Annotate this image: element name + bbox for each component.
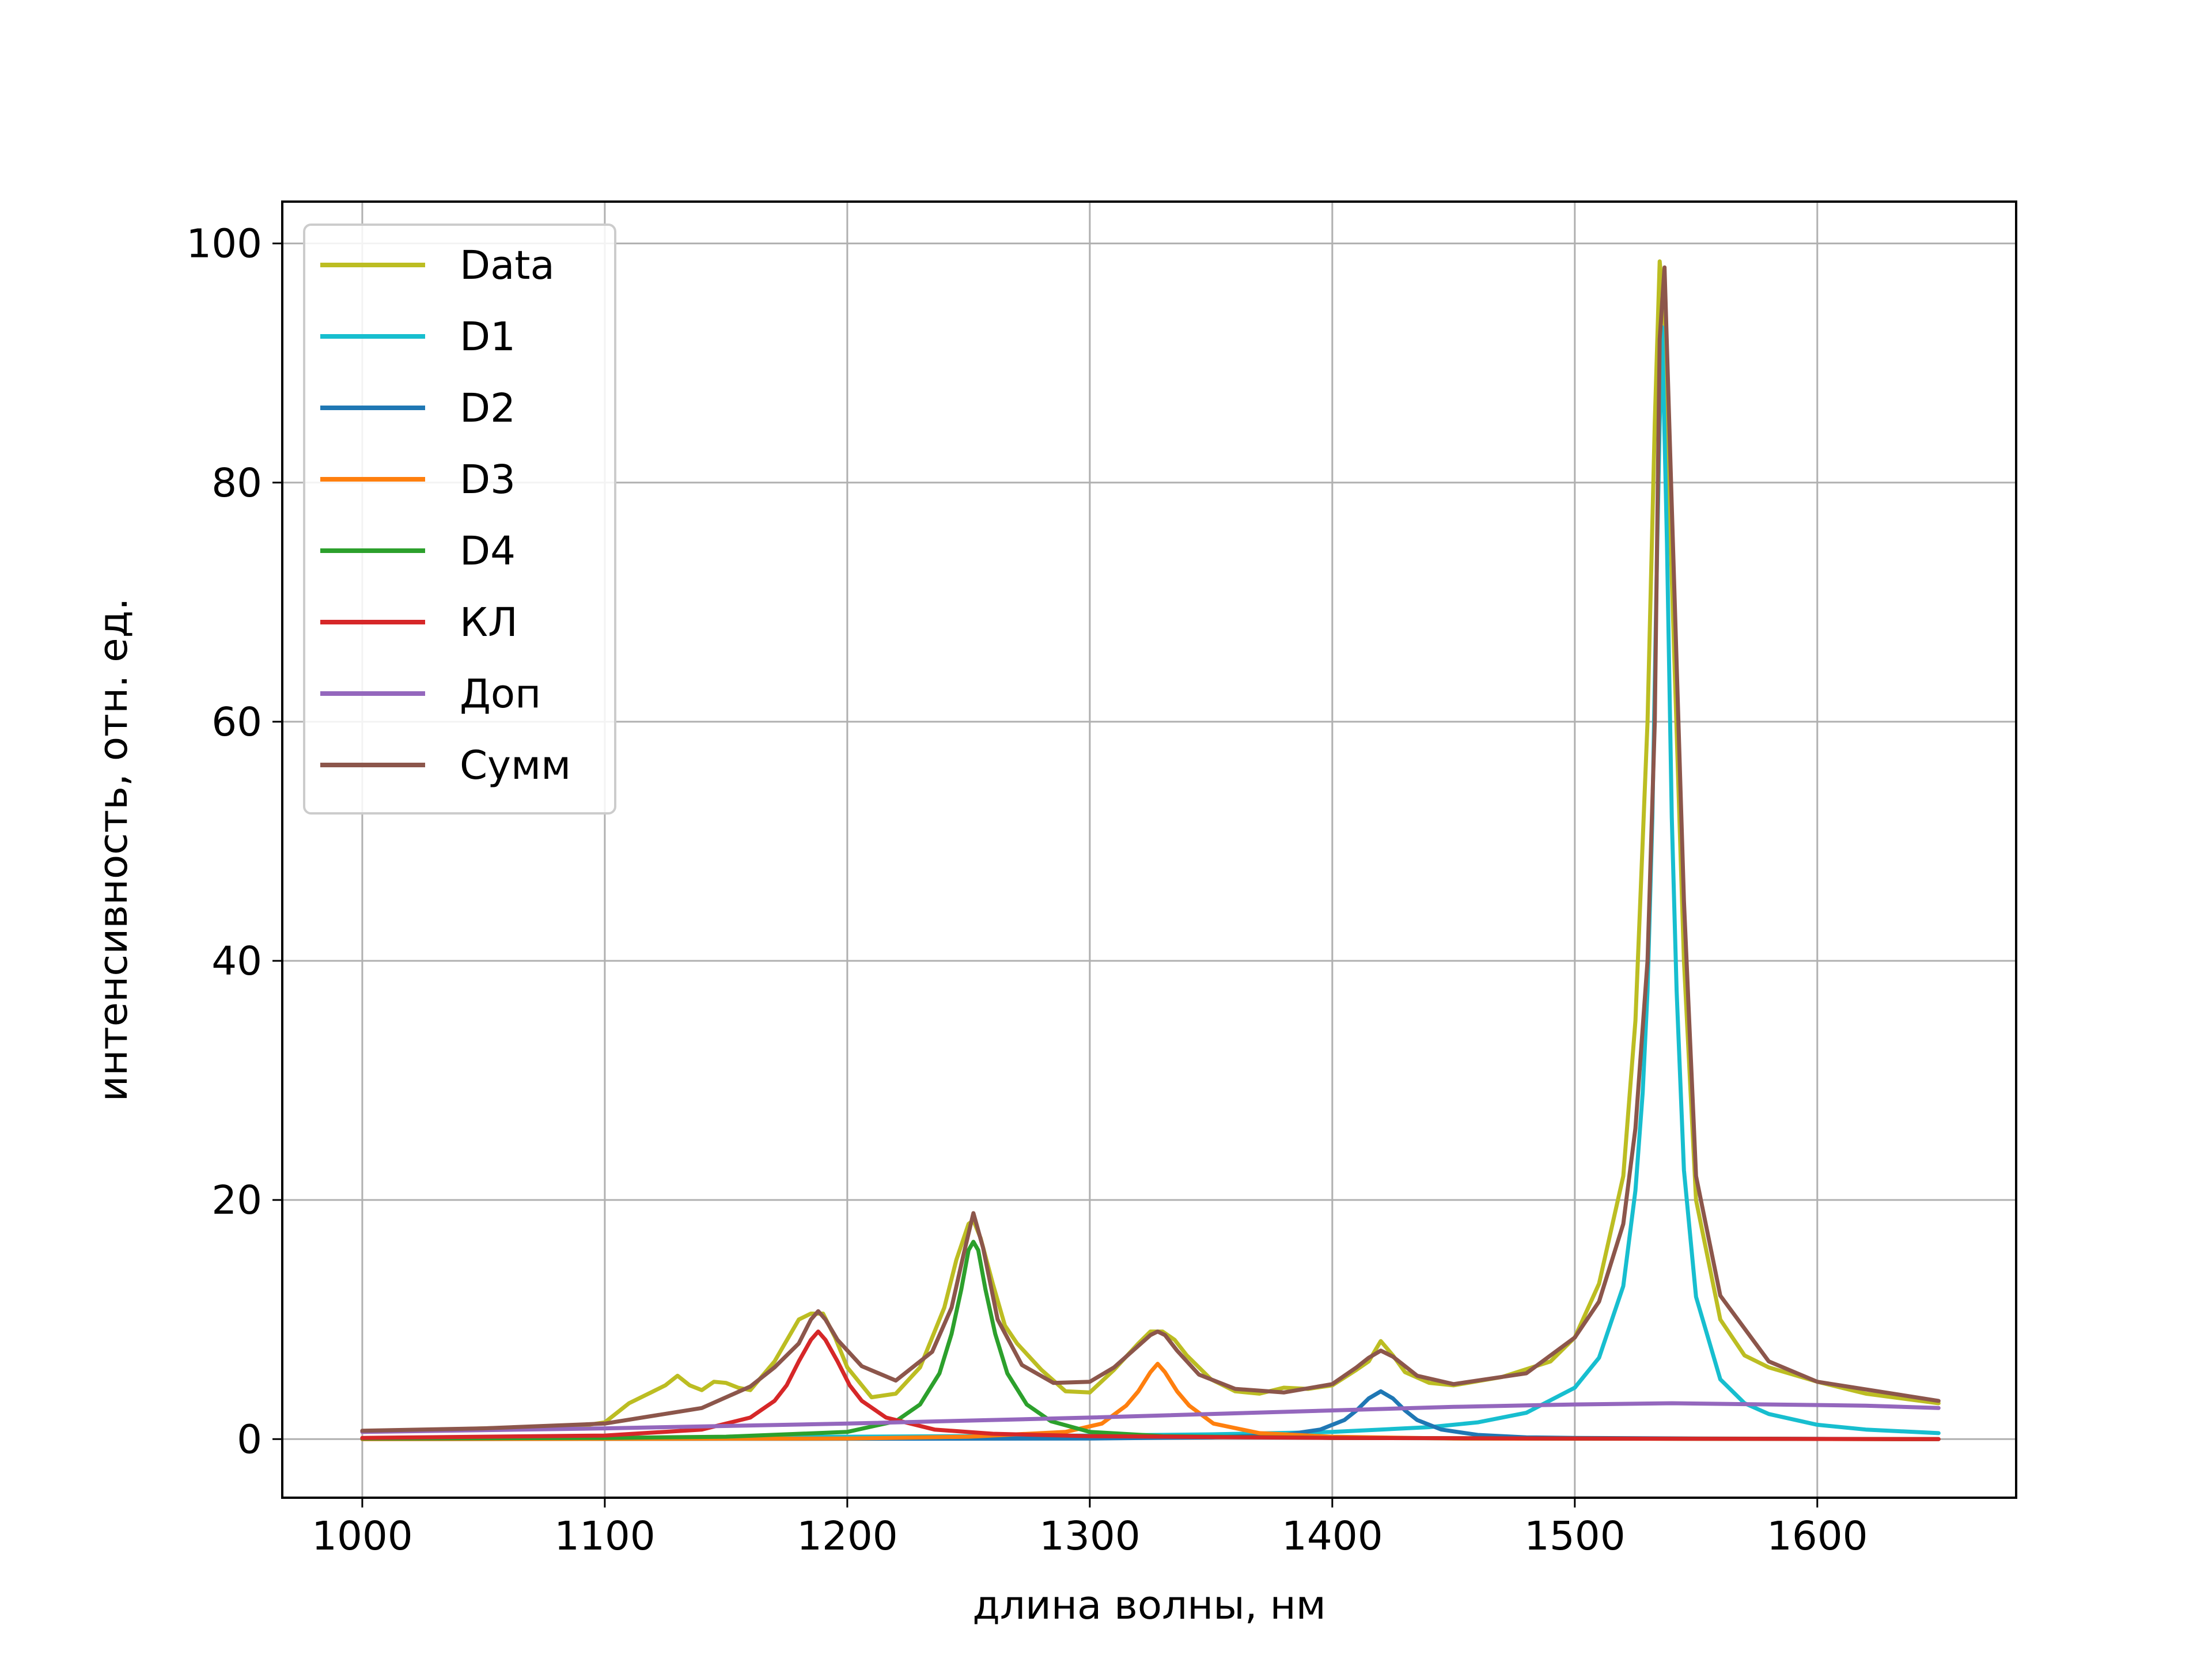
plot-series [360, 259, 1941, 1441]
legend-label: Доп [460, 671, 541, 717]
y-tick-label: 20 [211, 1177, 262, 1224]
series-line-Сумм [360, 265, 1941, 1433]
y-axis-label: интенсивность, отн. ед. [90, 598, 137, 1102]
x-tick-label: 1300 [1039, 1513, 1141, 1559]
legend-label: Сумм [460, 743, 571, 789]
y-tick-label: 100 [186, 221, 262, 267]
series-line-D4 [360, 1240, 1941, 1441]
ticks: 1000 1100 1200 1300 1400 1500 1600 0 20 40 60 80 100 [186, 221, 1868, 1559]
series-line-КЛ [360, 1330, 1941, 1441]
x-tick-label: 1100 [554, 1513, 656, 1559]
series-line-D1 [360, 325, 1941, 1441]
x-tick-label: 1600 [1767, 1513, 1868, 1559]
legend-label: D1 [460, 314, 516, 360]
legend-label: Data [460, 243, 555, 289]
y-tick-label: 80 [211, 460, 262, 506]
axes-frame [281, 200, 2017, 1499]
x-tick-label: 1000 [312, 1513, 413, 1559]
y-tick-label: 40 [211, 938, 262, 984]
legend-label: D4 [460, 528, 516, 574]
x-tick-label: 1500 [1524, 1513, 1626, 1559]
x-axis-label: длина волны, нм [972, 1582, 1326, 1628]
legend-label: D2 [460, 385, 516, 431]
legend: Data D1 D2 D3 D4 КЛ Доп Сумм [303, 224, 616, 815]
legend-label: D3 [460, 457, 516, 503]
series-line-Доп [360, 1401, 1941, 1434]
x-tick-label: 1200 [797, 1513, 898, 1559]
y-tick-label: 60 [211, 699, 262, 745]
legend-box [303, 224, 616, 815]
legend-label: КЛ [460, 600, 518, 646]
x-tick-label: 1400 [1282, 1513, 1383, 1559]
y-tick-label: 0 [237, 1416, 262, 1463]
